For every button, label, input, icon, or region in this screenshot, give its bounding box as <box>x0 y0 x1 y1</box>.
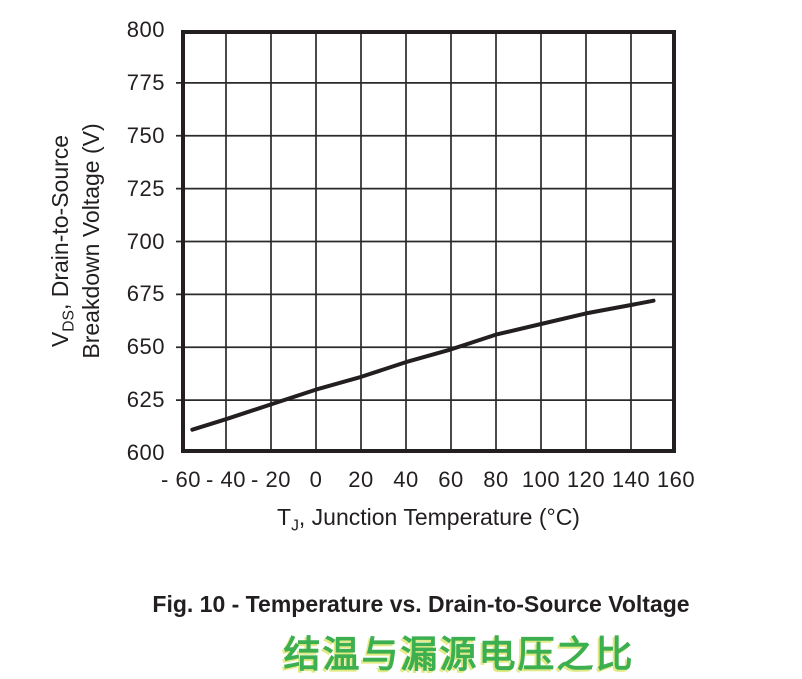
data-curve-drain-to-source-breakdown-voltage <box>190 298 656 432</box>
y-tick-label: 600 <box>126 440 165 465</box>
figure-caption: Fig. 10 - Temperature vs. Drain-to-Sourc… <box>152 591 690 617</box>
x-axis-title: TJ, Junction Temperature (°C) <box>277 504 580 535</box>
x-tick-label: 20 <box>348 467 374 492</box>
plot-border <box>181 30 676 453</box>
figure-caption-chinese: 结温与漏源电压之比 <box>283 634 635 675</box>
x-tick-label: 140 <box>611 467 651 492</box>
x-tick-label: - 20 <box>251 467 291 492</box>
x-tick-label: 0 <box>309 467 323 492</box>
y-axis-tick-labels: 800 775 750 725 700 675 650 625 600 <box>0 19 165 464</box>
plot-svg <box>176 30 676 453</box>
x-tick-label: 40 <box>393 467 419 492</box>
x-tick-label: - 40 <box>206 467 246 492</box>
x-tick-label: 120 <box>566 467 606 492</box>
x-tick-label: - 60 <box>161 467 201 492</box>
x-axis-subscript: J <box>291 517 299 535</box>
plot-area <box>176 30 676 453</box>
x-axis-tick-labels: - 60- 40- 20 0 20 40 60 80 100 120 140 160 <box>161 467 695 494</box>
y-tick-label: 800 <box>126 17 165 42</box>
x-tick-label: 160 <box>656 467 696 492</box>
x-tick-label: 100 <box>521 467 561 492</box>
y-tick-label: 750 <box>126 122 165 148</box>
y-tick-label: 775 <box>126 69 165 95</box>
y-tick-label: 625 <box>126 387 165 413</box>
y-tick-label: 700 <box>126 228 165 254</box>
x-tick-label: 60 <box>438 467 464 492</box>
x-tick-label: 80 <box>483 467 509 492</box>
y-tick-label: 650 <box>126 334 165 360</box>
y-tick-label: 675 <box>126 281 165 307</box>
y-tick-label: 725 <box>126 175 165 201</box>
